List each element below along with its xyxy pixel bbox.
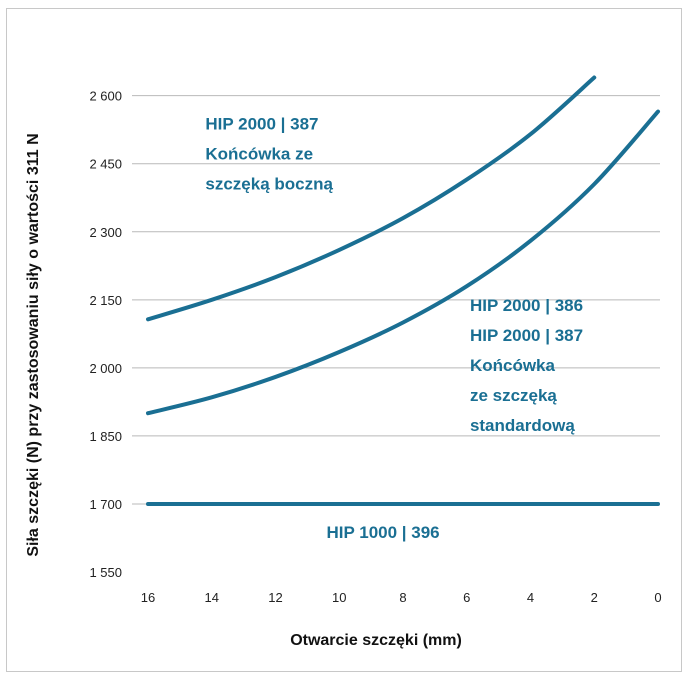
annotation-1: HIP 2000 | 387 Końcówka ze szczęką boczną bbox=[205, 115, 333, 194]
annotation-line: HIP 2000 | 387 bbox=[205, 115, 318, 134]
annotation-2: HIP 2000 | 386 HIP 2000 | 387 Końcówka ze s… bbox=[470, 296, 583, 435]
x-tick-label: 8 bbox=[399, 590, 406, 605]
annotation-line: standardową bbox=[470, 416, 575, 435]
y-tick-label: 1 700 bbox=[89, 497, 122, 512]
annotation-line: HIP 2000 | 386 bbox=[470, 296, 583, 315]
series-line-2 bbox=[146, 109, 660, 416]
y-tick-label: 2 150 bbox=[89, 293, 122, 308]
x-tick-label: 2 bbox=[591, 590, 598, 605]
x-tick-label: 14 bbox=[205, 590, 219, 605]
y-tick-label: 1 850 bbox=[89, 429, 122, 444]
annotation-line: HIP 2000 | 387 bbox=[470, 326, 583, 345]
x-tick-label: 0 bbox=[654, 590, 661, 605]
x-tick-label: 4 bbox=[527, 590, 534, 605]
y-axis-title: Siła szczęki (N) przy zastosowaniu siły … bbox=[25, 133, 42, 556]
annotation-line: szczęką boczną bbox=[205, 175, 333, 194]
y-tick-label: 2 000 bbox=[89, 361, 122, 376]
x-tick-label: 6 bbox=[463, 590, 470, 605]
y-tick-label: 2 600 bbox=[89, 89, 122, 104]
x-tick-label: 12 bbox=[268, 590, 282, 605]
y-tick-labels: 1 550 1 700 1 850 2 000 2 150 2 300 2 450 2 600 bbox=[89, 89, 122, 580]
annotations: HIP 2000 | 387 Końcówka ze szczęką bocznąH… bbox=[205, 115, 583, 542]
annotation-line: Końcówka ze bbox=[205, 145, 313, 164]
annotation-line: Końcówka bbox=[470, 356, 556, 375]
chart-frame bbox=[6, 8, 682, 672]
x-axis-title: Otwarcie szczęki (mm) bbox=[290, 632, 462, 649]
annotation-line: HIP 1000 | 396 bbox=[327, 523, 440, 542]
annotation-3: HIP 1000 | 396 bbox=[327, 523, 440, 542]
annotation-line: ze szczęką bbox=[470, 386, 557, 405]
y-tick-label: 2 300 bbox=[89, 225, 122, 240]
series-lines bbox=[146, 75, 660, 506]
series-line-1 bbox=[146, 75, 597, 322]
x-tick-label: 16 bbox=[141, 590, 155, 605]
y-tick-label: 1 550 bbox=[89, 565, 122, 580]
x-tick-labels: 16 14 12 10 8 6 4 2 0 bbox=[141, 590, 662, 605]
y-tick-label: 2 450 bbox=[89, 157, 122, 172]
x-tick-label: 10 bbox=[332, 590, 346, 605]
